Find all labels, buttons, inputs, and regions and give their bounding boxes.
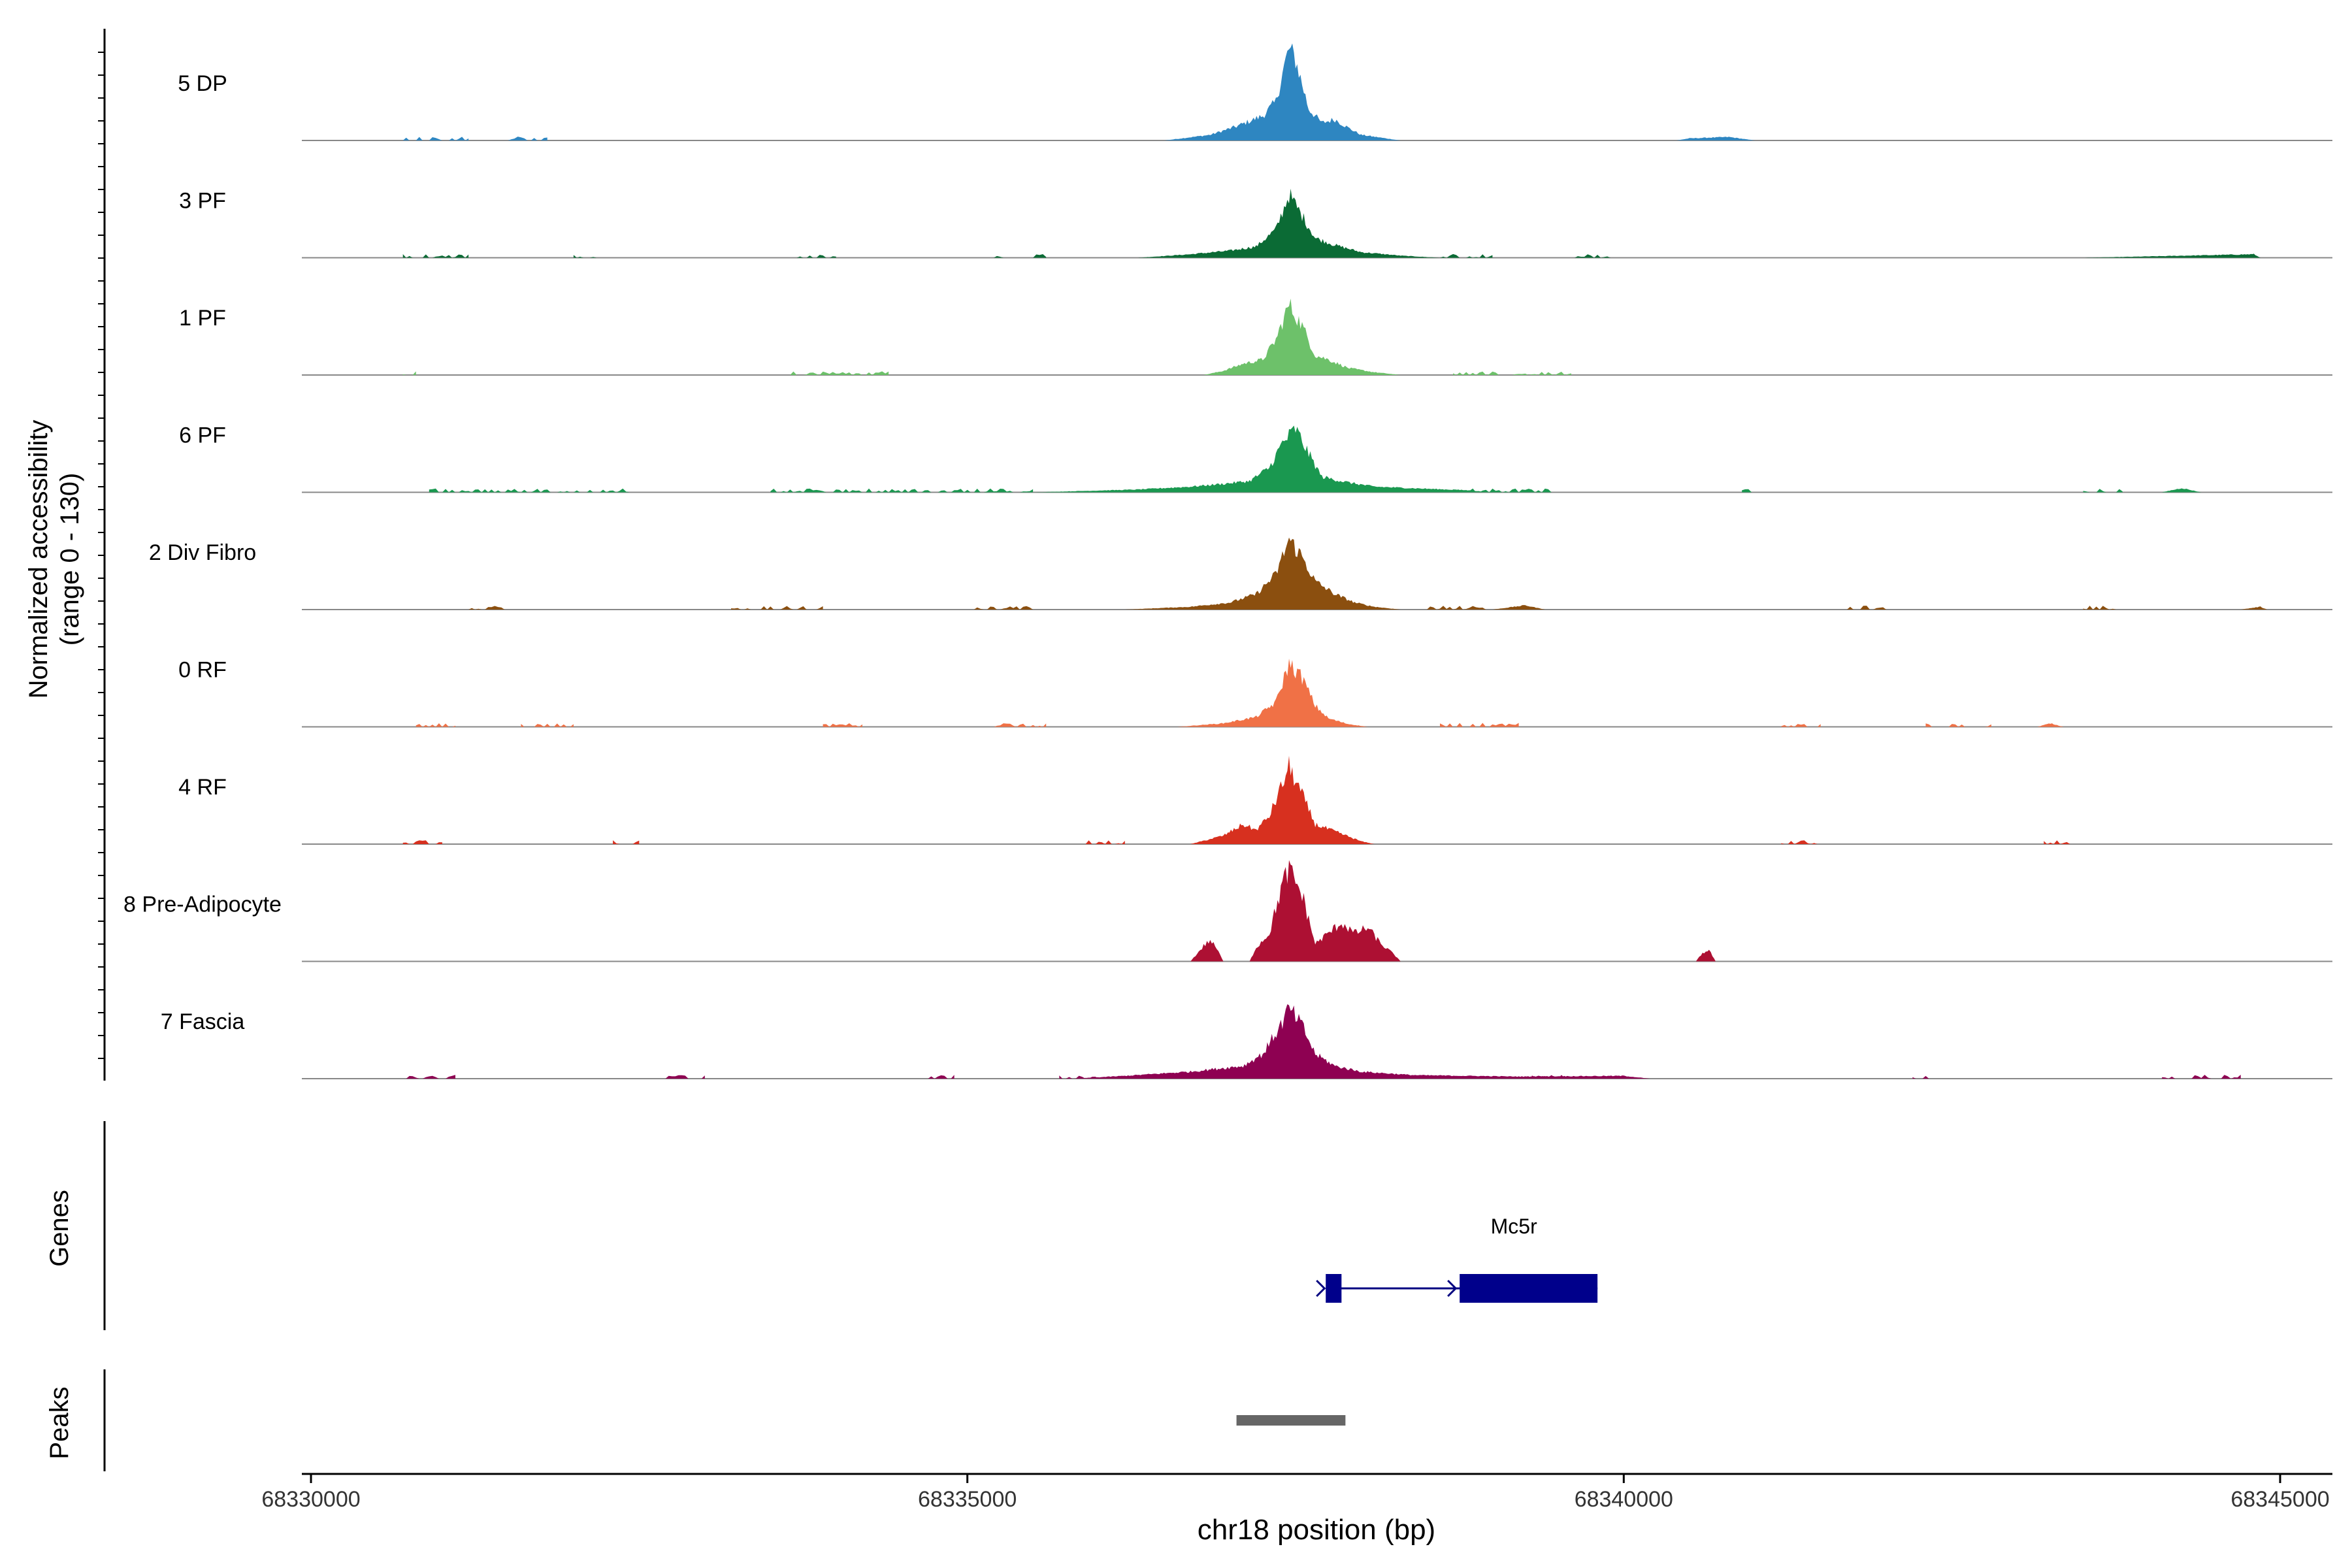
gene-exon	[1460, 1274, 1598, 1303]
x-tick-label: 68340000	[1575, 1487, 1673, 1512]
track-noise	[796, 255, 836, 258]
track-noise	[1426, 606, 1493, 610]
track-label: 8 Pre-Adipocyte	[123, 892, 282, 917]
track-6: 0 RF	[178, 658, 2332, 728]
track-noise	[416, 723, 455, 727]
track-label: 2 Div Fibro	[149, 540, 256, 565]
track-coverage-area	[1164, 43, 1756, 140]
track-noise	[573, 255, 600, 258]
gene-label: Mc5r	[1491, 1215, 1537, 1238]
gene-strand-arrow	[1316, 1279, 1326, 1298]
peaks-track	[1236, 1415, 1346, 1426]
track-label: 1 PF	[179, 306, 226, 331]
x-axis-title: chr18 position (bp)	[1198, 1514, 1435, 1546]
genes-track-label: Genes	[45, 1190, 74, 1267]
track-8: 8 Pre-Adipocyte	[123, 860, 2332, 962]
track-noise	[1781, 724, 1821, 727]
track-7: 4 RF	[178, 755, 2332, 845]
track-noise	[1440, 253, 1493, 258]
track-noise	[402, 254, 469, 258]
track-noise	[731, 606, 823, 610]
track-noise	[1912, 1075, 1939, 1079]
track-noise	[402, 1075, 455, 1079]
coverage-y-axis-ticks	[98, 52, 105, 1059]
track-coverage-area	[1033, 425, 2202, 493]
track-noise	[823, 723, 862, 727]
track-4: 6 PF	[179, 423, 2332, 493]
track-coverage-area	[1177, 659, 2064, 727]
track-9: 7 Fascia	[161, 1004, 2332, 1079]
peaks-track-label: Peaks	[45, 1386, 74, 1459]
track-noise	[1072, 840, 1125, 844]
track-noise	[402, 371, 416, 375]
track-noise	[1781, 840, 1821, 844]
track-coverage-area	[1203, 299, 1401, 375]
track-noise	[2162, 1075, 2241, 1079]
track-noise	[2083, 606, 2123, 610]
gene-strand-arrow	[1447, 1279, 1458, 1298]
track-noise	[508, 137, 547, 140]
track-coverage-area	[1124, 537, 2267, 610]
track-3: 1 PF	[179, 299, 2332, 376]
track-noise	[1846, 606, 1887, 610]
track-noise	[2044, 840, 2070, 844]
track-2: 3 PF	[179, 188, 2332, 259]
track-label: 4 RF	[178, 775, 227, 800]
track-noise	[1440, 723, 1519, 727]
peak-region	[1236, 1415, 1346, 1426]
track-noise	[993, 254, 1047, 258]
track-noise	[993, 723, 1047, 727]
track-noise	[928, 1075, 955, 1079]
track-noise	[468, 606, 508, 610]
track-noise	[2083, 489, 2123, 493]
x-tick-label: 68335000	[918, 1487, 1017, 1512]
track-noise	[665, 1075, 705, 1079]
y-axis-title-line1: Normalized accessibility	[24, 420, 53, 699]
x-axis-ticks: 68330000 68335000 68340000 68345000	[261, 1474, 2330, 1512]
track-1: 5 DP	[178, 43, 2332, 141]
track-coverage-area	[1190, 860, 1716, 962]
track-label: 3 PF	[179, 189, 226, 214]
track-noise	[402, 137, 469, 140]
track-noise	[402, 840, 442, 844]
track-noise	[1453, 371, 1571, 375]
x-tick-label: 68330000	[261, 1487, 360, 1512]
track-noise	[783, 371, 889, 375]
x-tick-label: 68345000	[2230, 1487, 2329, 1512]
track-noise	[770, 488, 1034, 493]
track-noise	[1571, 254, 1611, 258]
track-noise	[613, 840, 640, 844]
track-5: 2 Div Fibro	[149, 537, 2332, 610]
track-noise	[967, 606, 1034, 610]
track-noise	[1453, 488, 1558, 493]
track-coverage-area	[1137, 188, 2261, 258]
y-axis-title-line2: (range 0 - 130)	[56, 473, 84, 646]
track-noise	[1059, 1075, 1099, 1079]
track-label: 5 DP	[178, 71, 227, 96]
coverage-tracks: 5 DP 3 PF 1 PF 6 PF 2 Div Fibro 0 RF 4 RF 8 Pre…	[123, 43, 2332, 1079]
track-noise	[429, 488, 640, 493]
track-label: 6 PF	[179, 423, 226, 448]
genes-track: Mc5r	[1316, 1215, 1598, 1303]
track-coverage-area	[1072, 1004, 1650, 1079]
gene-exon	[1326, 1274, 1342, 1303]
track-noise	[521, 723, 574, 727]
track-noise	[1742, 489, 1756, 493]
track-label: 0 RF	[178, 658, 227, 683]
track-label: 7 Fascia	[161, 1009, 245, 1034]
track-coverage-area	[1190, 755, 1375, 844]
